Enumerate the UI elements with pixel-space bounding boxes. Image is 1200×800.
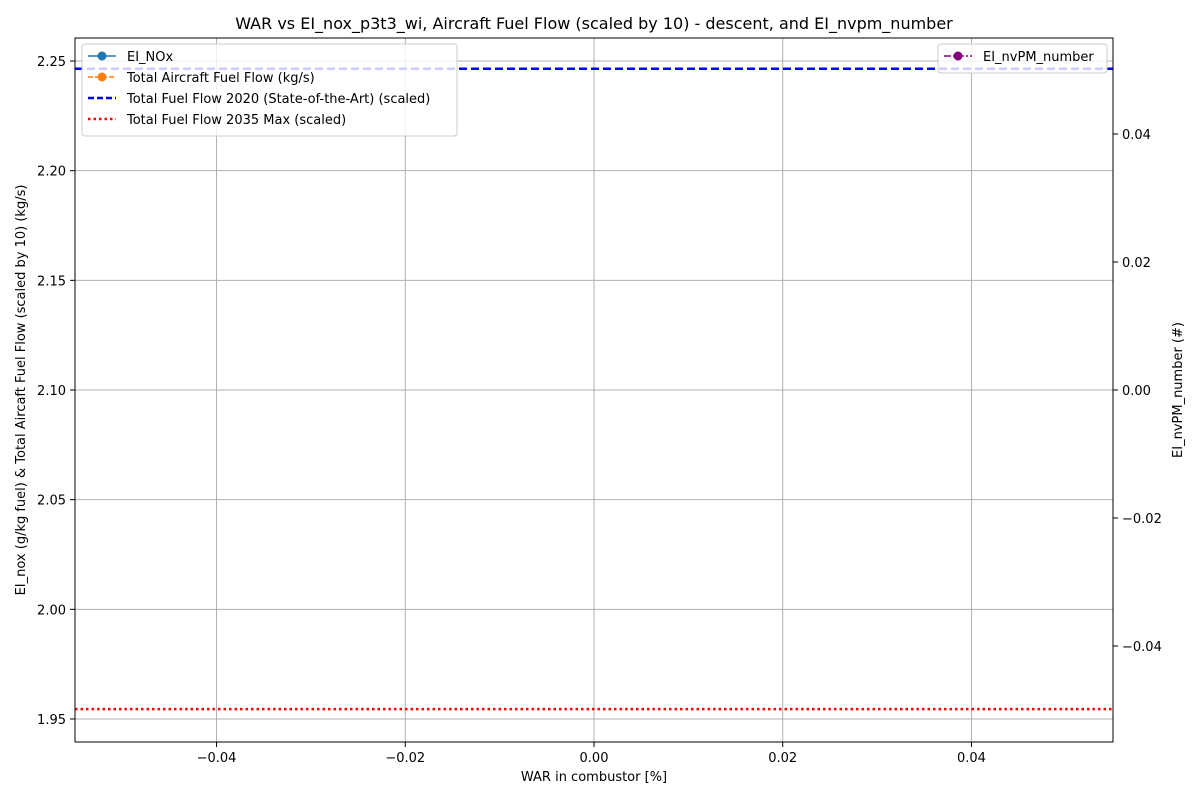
x-tick-label: −0.02 [385, 751, 425, 766]
legend-right: EI_nvPM_number [937, 43, 1108, 74]
y2-tick-label: 0.04 [1122, 128, 1151, 143]
y2-tick-label: 0.02 [1122, 256, 1151, 271]
y-tick-label: 2.05 [37, 494, 66, 509]
x-axis-label: WAR in combustor [%] [521, 770, 667, 785]
x-tick-label: 0.00 [580, 751, 609, 766]
y-axis-label: EI_nox (g/kg fuel) & Total Aircaft Fuel … [14, 185, 29, 596]
legend-entry-label: EI_NOx [127, 50, 174, 65]
chart-title: WAR vs EI_nox_p3t3_wi, Aircraft Fuel Flo… [235, 14, 953, 34]
x-tick-label: 0.02 [768, 751, 797, 766]
y-axis-left: 1.95 2.00 2.05 2.10 2.15 2.20 2.25 [37, 55, 75, 728]
x-tick-label: 0.04 [957, 751, 986, 766]
legend-handle-marker [97, 72, 107, 82]
y-tick-label: 2.10 [37, 384, 66, 399]
y-tick-label: 2.15 [37, 274, 66, 289]
legend-entry-label: Total Fuel Flow 2035 Max (scaled) [126, 113, 346, 128]
y-axis-right: −0.04 −0.02 0.00 0.02 0.04 [1113, 128, 1162, 655]
legend-handle-marker [953, 51, 963, 61]
legend-right-box [937, 43, 1108, 74]
y2-tick-label: −0.02 [1122, 512, 1162, 527]
y-tick-label: 2.00 [37, 603, 66, 618]
legend-entry-label: Total Aircraft Fuel Flow (kg/s) [126, 71, 315, 86]
y-tick-label: 2.20 [37, 165, 66, 180]
legend-left-box [81, 43, 458, 137]
x-tick-label: −0.04 [197, 751, 237, 766]
y2-axis-label: EI_nvPM_number (#) [1171, 322, 1186, 458]
y2-tick-label: 0.00 [1122, 384, 1151, 399]
y-tick-label: 1.95 [37, 713, 66, 728]
grid [75, 38, 1113, 742]
y-tick-label: 2.25 [37, 55, 66, 70]
legend-entry-label: Total Fuel Flow 2020 (State-of-the-Art) … [126, 92, 430, 107]
legend-left: EI_NOx Total Aircraft Fuel Flow (kg/s) Tot… [81, 43, 458, 137]
x-axis: −0.04 −0.02 0.00 0.02 0.04 [197, 742, 986, 766]
y2-tick-label: −0.04 [1122, 640, 1162, 655]
legend-entry-label: EI_nvPM_number [983, 50, 1094, 65]
legend-handle-marker [97, 51, 107, 61]
